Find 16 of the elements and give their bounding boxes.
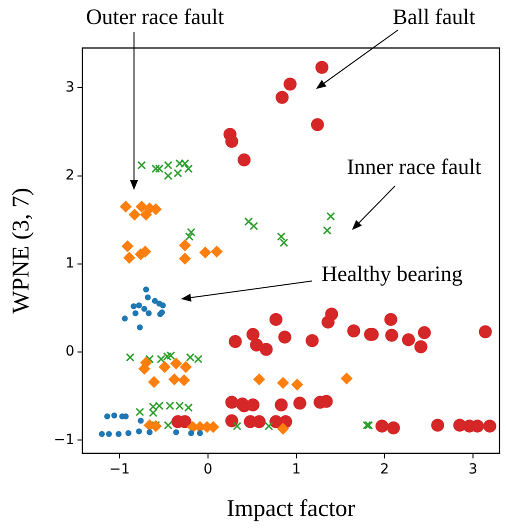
y-tick-label: 0 [66, 344, 74, 360]
y-tick-label: 3 [66, 79, 74, 96]
annotation: Healthy bearing [321, 260, 463, 286]
x-tick-label: 1 [292, 461, 301, 478]
x-tick-label: −1 [109, 461, 130, 478]
x-axis-title: Impact factor [226, 496, 356, 522]
y-tick-label: 1 [66, 256, 74, 272]
x-tick-label: 0 [203, 461, 212, 478]
y-tick-label: −1 [54, 432, 74, 448]
y-tick-label: 2 [66, 167, 74, 184]
y-axis-title: WPNE (3, 7) [8, 188, 35, 314]
text: Ball fault [392, 4, 476, 29]
x-tick-label: 3 [468, 461, 478, 478]
text: Outer race fault [86, 4, 224, 29]
annotation: Inner race fault [346, 154, 482, 179]
x-tick-label: 2 [380, 461, 390, 478]
